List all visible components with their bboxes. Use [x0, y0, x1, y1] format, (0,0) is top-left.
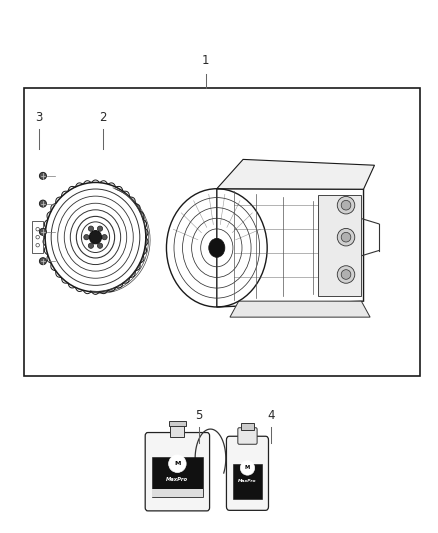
Text: 2: 2: [99, 111, 107, 124]
FancyBboxPatch shape: [226, 436, 268, 511]
Polygon shape: [217, 159, 374, 189]
Ellipse shape: [209, 238, 225, 257]
Text: 4: 4: [267, 409, 275, 422]
FancyBboxPatch shape: [238, 427, 257, 445]
Bar: [170, 425, 184, 437]
Ellipse shape: [341, 232, 351, 242]
Ellipse shape: [102, 235, 107, 240]
Ellipse shape: [39, 257, 46, 265]
Ellipse shape: [337, 229, 355, 246]
Text: 1: 1: [202, 54, 210, 67]
Ellipse shape: [89, 231, 102, 244]
Bar: [241, 423, 254, 431]
Ellipse shape: [84, 235, 89, 240]
Ellipse shape: [88, 226, 94, 231]
Polygon shape: [230, 301, 370, 317]
Ellipse shape: [97, 243, 102, 248]
Text: M: M: [174, 461, 180, 466]
Ellipse shape: [337, 197, 355, 214]
Ellipse shape: [39, 200, 46, 207]
Ellipse shape: [39, 172, 46, 180]
Ellipse shape: [240, 461, 254, 475]
Text: MaxPro: MaxPro: [166, 477, 188, 482]
Bar: [152, 489, 202, 497]
Bar: [169, 421, 186, 426]
Bar: [32, 221, 43, 253]
Ellipse shape: [97, 226, 102, 231]
Bar: [152, 457, 202, 497]
Bar: [233, 464, 262, 499]
Bar: [24, 88, 420, 376]
Ellipse shape: [337, 266, 355, 283]
Text: 3: 3: [35, 111, 42, 124]
Ellipse shape: [341, 270, 351, 279]
Text: MaxPro: MaxPro: [238, 479, 257, 483]
Text: M: M: [245, 465, 250, 471]
Ellipse shape: [341, 200, 351, 210]
Ellipse shape: [88, 243, 94, 248]
Text: 5: 5: [196, 409, 203, 422]
Ellipse shape: [39, 228, 46, 236]
Bar: [318, 195, 361, 296]
FancyBboxPatch shape: [145, 433, 210, 511]
Ellipse shape: [169, 455, 186, 472]
